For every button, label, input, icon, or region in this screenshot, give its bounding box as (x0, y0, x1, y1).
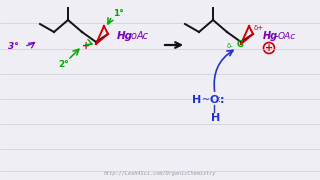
Text: OAc: OAc (278, 31, 296, 40)
Text: http://Leah4Sci.com/OrganicChemistry: http://Leah4Sci.com/OrganicChemistry (104, 170, 216, 175)
Text: ~: ~ (202, 95, 210, 105)
Text: +: + (82, 41, 90, 51)
Text: ·: · (218, 93, 221, 103)
Text: δ+: δ+ (254, 25, 264, 31)
Text: H: H (192, 95, 201, 105)
Text: 1°: 1° (113, 8, 124, 17)
Text: δ-: δ- (227, 43, 234, 49)
Text: Hg: Hg (263, 31, 278, 41)
Text: +: + (265, 43, 273, 53)
Text: ·: · (218, 97, 221, 107)
Text: o: o (131, 31, 137, 41)
Text: O: O (210, 95, 220, 105)
Text: :: : (220, 95, 225, 105)
Text: 3°: 3° (8, 42, 19, 51)
Text: Hg: Hg (117, 31, 133, 41)
Text: 2°: 2° (58, 60, 69, 69)
Text: Ac: Ac (137, 31, 149, 41)
Text: H: H (211, 113, 220, 123)
Text: G: G (237, 39, 244, 48)
Text: -: - (275, 31, 278, 41)
